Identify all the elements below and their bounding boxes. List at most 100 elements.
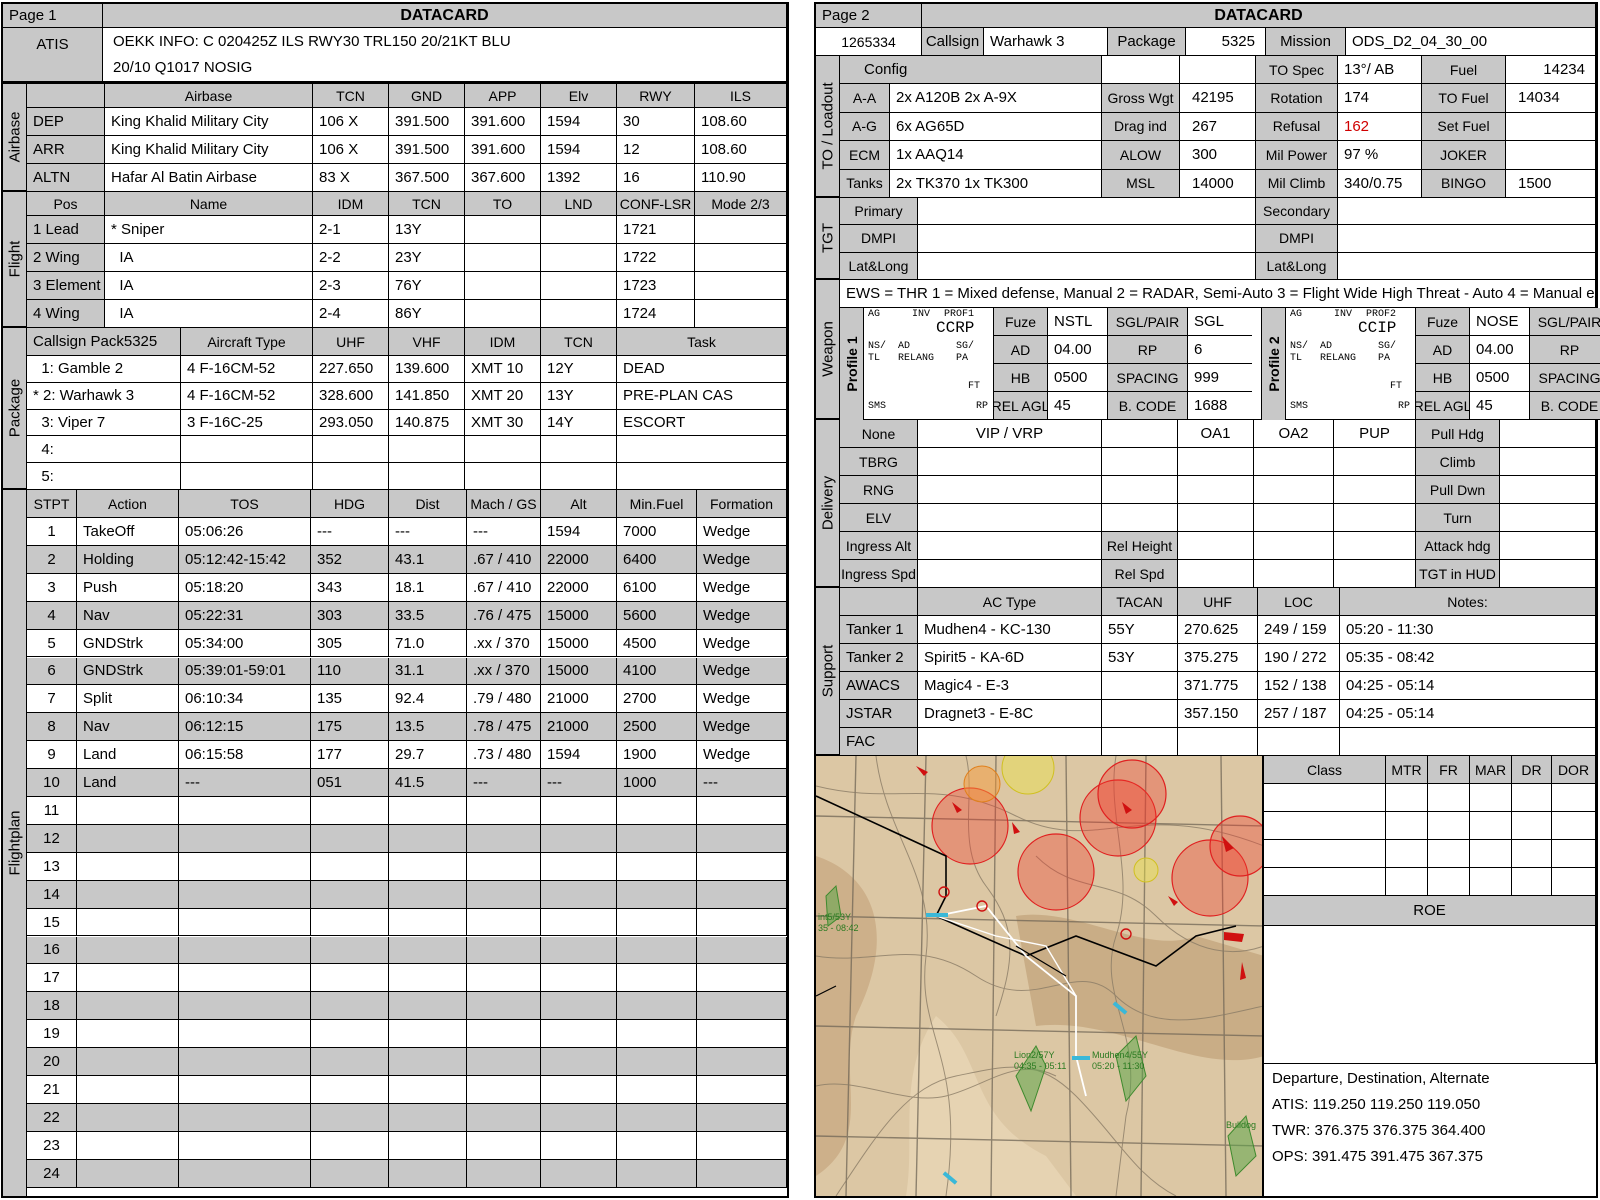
flightplan-cell[interactable] — [467, 936, 541, 965]
delivery-cell[interactable] — [1500, 560, 1596, 588]
flightplan-cell[interactable] — [179, 797, 311, 825]
flightplan-cell[interactable] — [617, 880, 697, 909]
flightplan-cell[interactable] — [179, 1076, 311, 1104]
loadout-cell[interactable] — [1506, 112, 1596, 141]
flight-cell[interactable] — [465, 216, 541, 244]
flightplan-cell[interactable] — [77, 1048, 179, 1076]
support-cell[interactable] — [918, 728, 1102, 756]
support-cell[interactable] — [1102, 728, 1178, 756]
delivery-cell[interactable] — [1334, 448, 1416, 476]
threat-cell[interactable] — [1386, 812, 1428, 840]
flightplan-cell[interactable] — [311, 1020, 389, 1049]
tgt-cell[interactable] — [918, 198, 1256, 226]
threat-cell[interactable] — [1428, 840, 1470, 868]
package-cell[interactable] — [181, 463, 313, 490]
threat-cell[interactable] — [1386, 868, 1428, 896]
threat-cell[interactable] — [1264, 868, 1386, 896]
package-cell[interactable] — [617, 436, 787, 464]
threat-cell[interactable] — [1470, 812, 1512, 840]
flightplan-cell[interactable] — [179, 1048, 311, 1076]
threat-cell[interactable] — [1552, 784, 1596, 812]
delivery-cell[interactable] — [918, 532, 1102, 560]
flightplan-cell[interactable] — [179, 852, 311, 881]
support-cell[interactable] — [1258, 728, 1340, 756]
delivery-cell[interactable] — [918, 504, 1102, 532]
delivery-cell[interactable] — [1500, 420, 1596, 448]
flightplan-cell[interactable] — [311, 852, 389, 881]
flightplan-cell[interactable] — [541, 1159, 617, 1188]
flightplan-cell[interactable] — [179, 992, 311, 1021]
flightplan-cell[interactable] — [697, 1048, 787, 1076]
flightplan-cell[interactable] — [179, 908, 311, 937]
flightplan-cell[interactable] — [541, 824, 617, 853]
tgt-cell[interactable] — [918, 225, 1256, 253]
threat-cell[interactable] — [1470, 868, 1512, 896]
flightplan-cell[interactable] — [697, 824, 787, 853]
delivery-cell[interactable] — [918, 448, 1102, 476]
delivery-cell[interactable] — [1178, 560, 1254, 588]
flight-cell[interactable] — [541, 272, 617, 300]
flightplan-cell[interactable] — [389, 1103, 467, 1132]
delivery-cell[interactable] — [1102, 504, 1178, 532]
flightplan-cell[interactable] — [697, 908, 787, 937]
flightplan-cell[interactable] — [541, 1131, 617, 1160]
threat-cell[interactable] — [1386, 840, 1428, 868]
flightplan-cell[interactable] — [179, 1103, 311, 1132]
delivery-cell[interactable] — [1500, 532, 1596, 560]
delivery-cell[interactable] — [1334, 504, 1416, 532]
flightplan-cell[interactable] — [389, 880, 467, 909]
delivery-cell[interactable] — [1102, 420, 1178, 448]
flightplan-cell[interactable] — [179, 1020, 311, 1049]
flightplan-cell[interactable] — [541, 880, 617, 909]
delivery-cell[interactable] — [1178, 504, 1254, 532]
delivery-cell[interactable] — [1254, 532, 1334, 560]
flightplan-cell[interactable] — [77, 908, 179, 937]
flight-cell[interactable] — [695, 300, 787, 328]
flight-cell[interactable] — [465, 272, 541, 300]
delivery-cell[interactable] — [1254, 504, 1334, 532]
flightplan-cell[interactable] — [311, 964, 389, 993]
threat-cell[interactable] — [1512, 784, 1552, 812]
flightplan-cell[interactable] — [389, 797, 467, 825]
package-cell[interactable] — [541, 436, 617, 464]
mission-map[interactable]: int5/53Y 35 - 08:42 Lion2/57Y 04:35 - 05… — [816, 756, 1264, 1196]
flight-cell[interactable] — [465, 300, 541, 328]
flightplan-cell[interactable] — [617, 1159, 697, 1188]
flightplan-cell[interactable] — [617, 964, 697, 993]
delivery-cell[interactable] — [1178, 448, 1254, 476]
flightplan-cell[interactable] — [467, 992, 541, 1021]
flightplan-cell[interactable] — [617, 992, 697, 1021]
flightplan-cell[interactable] — [311, 824, 389, 853]
flightplan-cell[interactable] — [77, 1076, 179, 1104]
delivery-cell[interactable] — [1254, 448, 1334, 476]
flightplan-cell[interactable] — [467, 1131, 541, 1160]
roe-box[interactable] — [1264, 926, 1596, 1064]
threat-cell[interactable] — [1512, 812, 1552, 840]
flightplan-cell[interactable] — [311, 936, 389, 965]
flightplan-cell[interactable] — [311, 1076, 389, 1104]
flightplan-cell[interactable] — [697, 964, 787, 993]
threat-cell[interactable] — [1512, 868, 1552, 896]
flightplan-cell[interactable] — [541, 964, 617, 993]
flightplan-cell[interactable] — [617, 1020, 697, 1049]
flightplan-cell[interactable] — [311, 1103, 389, 1132]
flightplan-cell[interactable] — [541, 908, 617, 937]
flightplan-cell[interactable] — [179, 964, 311, 993]
flightplan-cell[interactable] — [77, 1020, 179, 1049]
delivery-cell[interactable] — [1500, 504, 1596, 532]
flightplan-cell[interactable] — [179, 824, 311, 853]
flightplan-cell[interactable] — [467, 1159, 541, 1188]
package-cell[interactable] — [389, 436, 465, 464]
threat-cell[interactable] — [1552, 840, 1596, 868]
flightplan-cell[interactable] — [179, 1159, 311, 1188]
flightplan-cell[interactable] — [77, 992, 179, 1021]
flightplan-cell[interactable] — [467, 964, 541, 993]
threat-cell[interactable] — [1428, 784, 1470, 812]
flightplan-cell[interactable] — [389, 1020, 467, 1049]
flightplan-cell[interactable] — [697, 1159, 787, 1188]
delivery-cell[interactable] — [1254, 560, 1334, 588]
threat-cell[interactable] — [1264, 784, 1386, 812]
flightplan-cell[interactable] — [617, 1048, 697, 1076]
support-cell[interactable] — [1178, 728, 1258, 756]
threat-cell[interactable] — [1512, 840, 1552, 868]
